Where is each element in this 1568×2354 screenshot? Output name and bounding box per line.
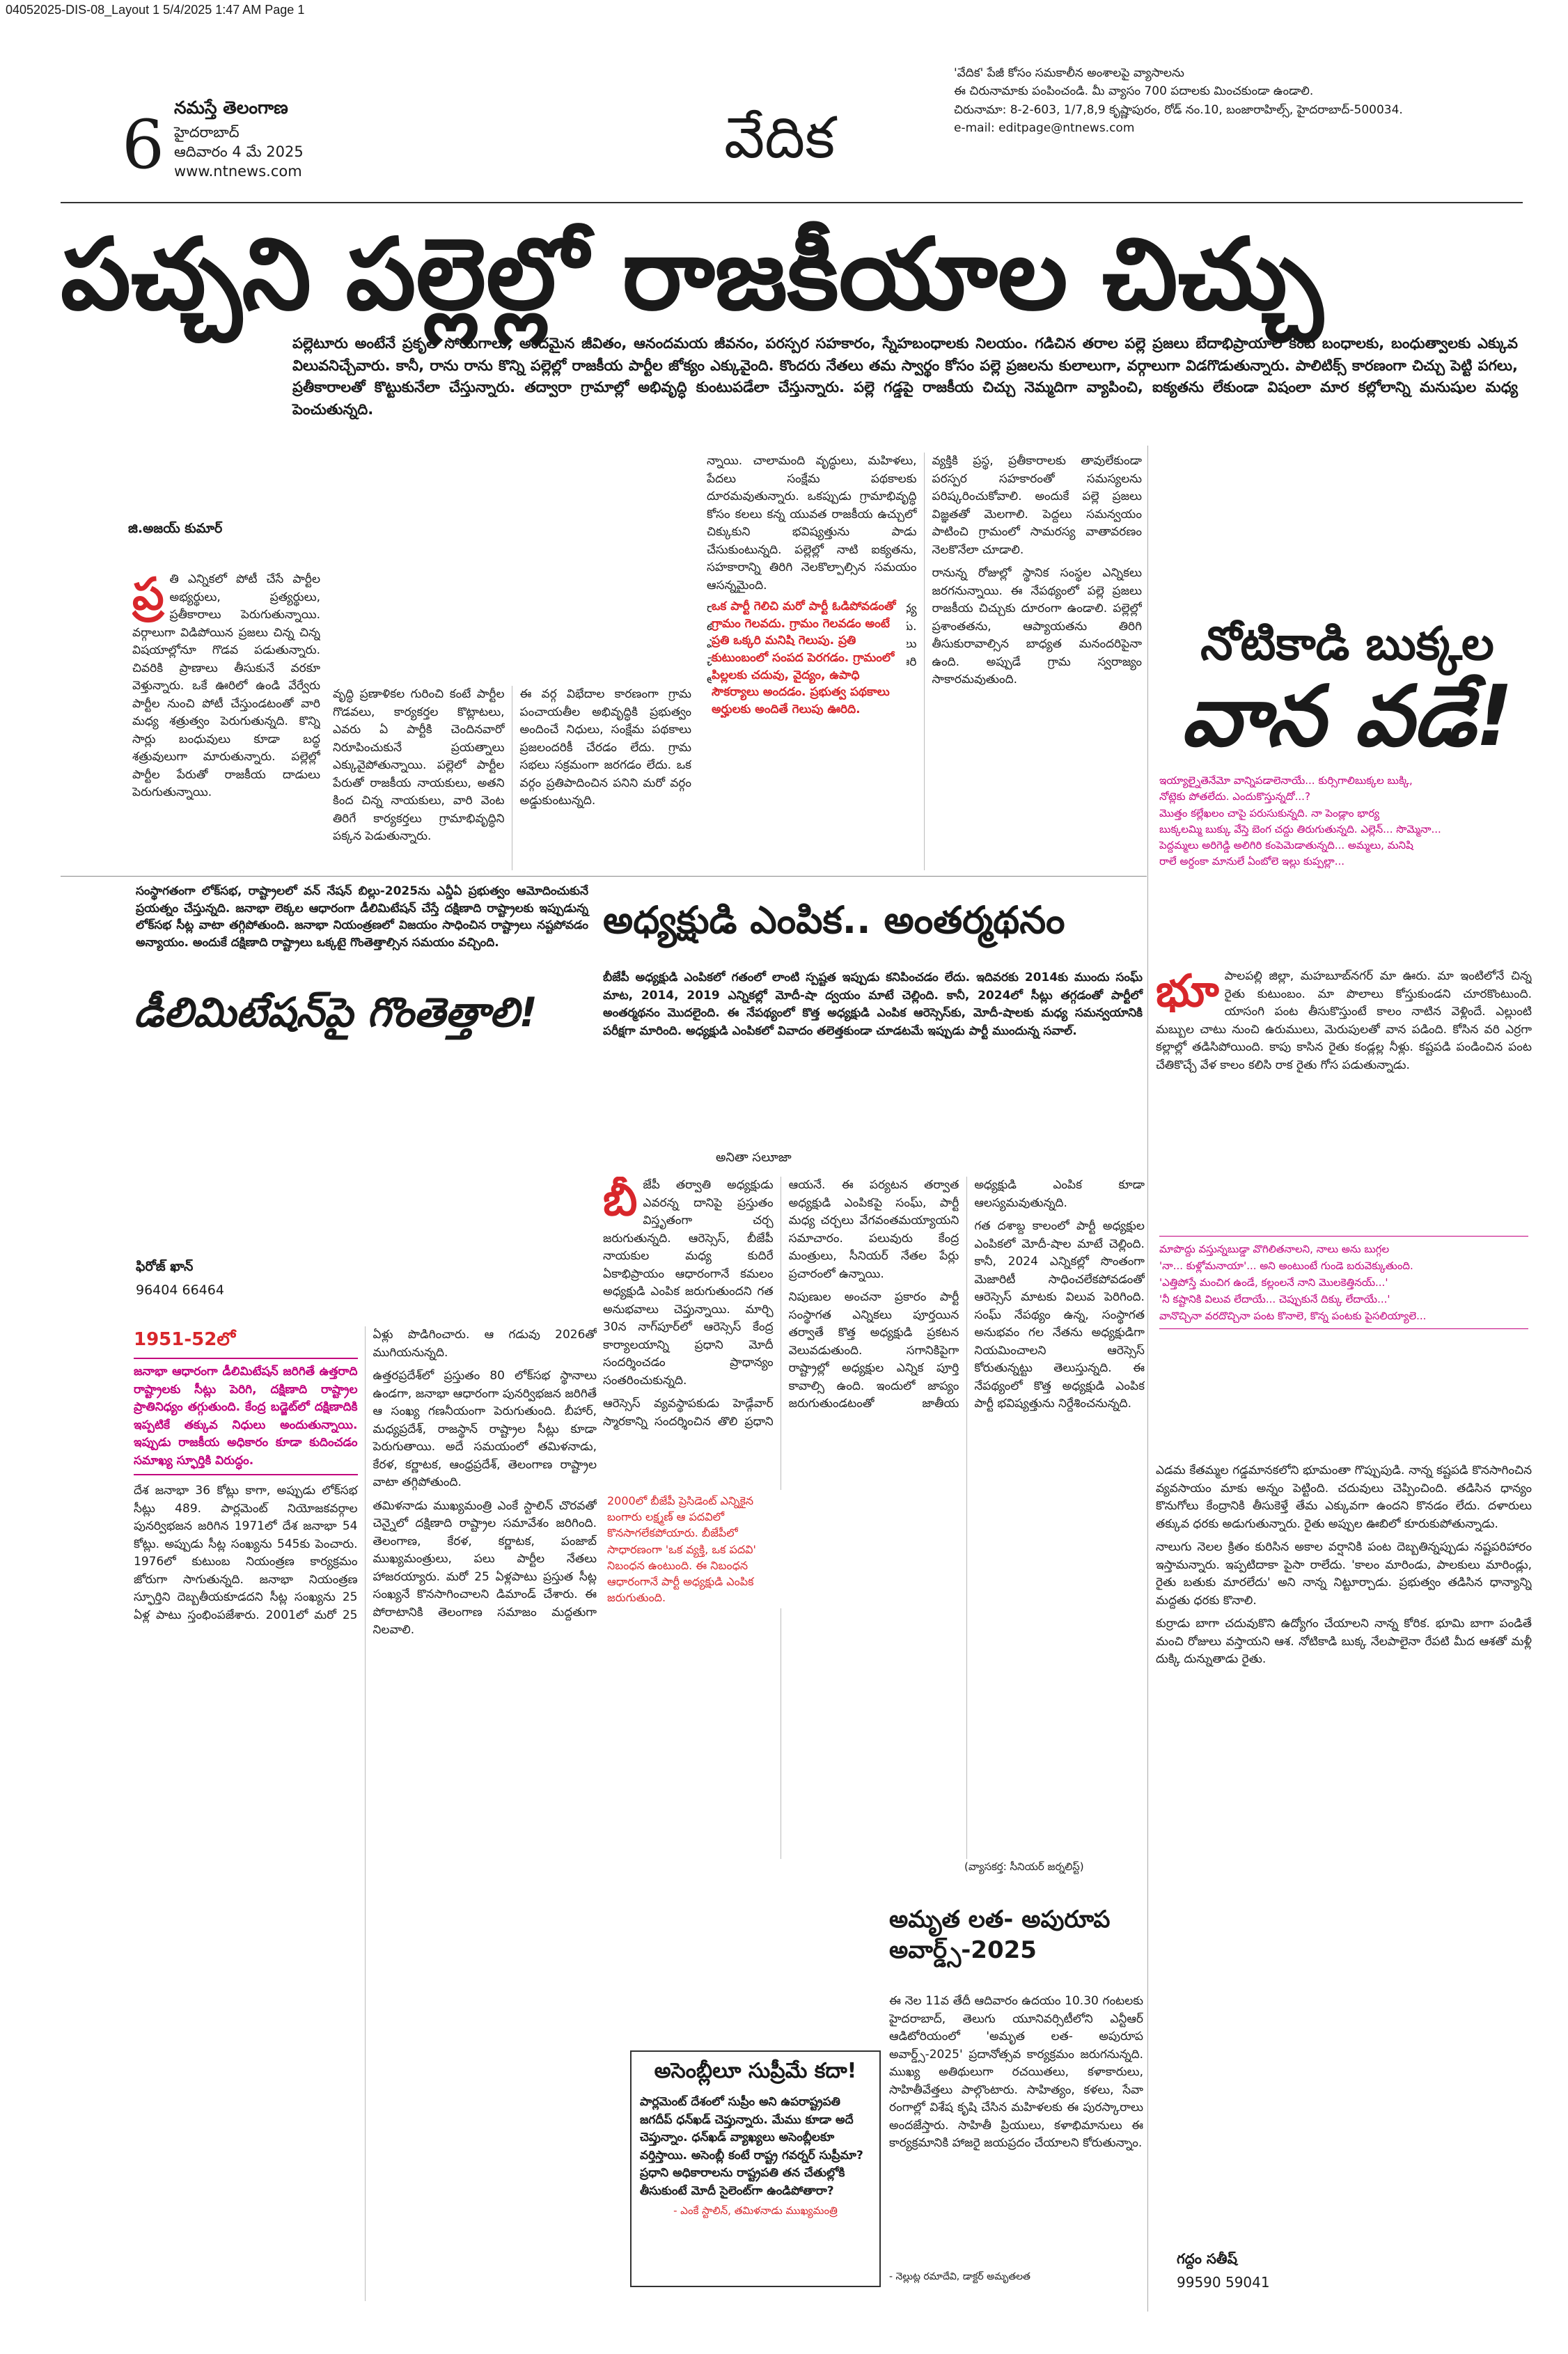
pull-quote: ఒక పార్టీ గెలిచి మరో పార్టీ ఓడిపోవడంతో గ… [712, 595, 907, 721]
rule [61, 202, 1523, 203]
article-body: భూ పాలపల్లి జిల్లా, మహబూబ్‌నగర్ మా ఊరు. … [1156, 968, 1532, 1225]
byline: గద్దం సతీష్ [1177, 2250, 1237, 2267]
paragraph: తి ఎన్నికలో పోటీ చేసే పార్టీల అభ్యర్థులు… [132, 572, 320, 799]
paragraph: ఎడమ కేతమ్మల గడ్డమానకలోని భూమంతా గొప్పుపు… [1156, 1464, 1532, 1531]
article-body: బీ జేపీ తర్వాతి అధ్యక్షుడు ఎవరన్న దానిపై… [603, 1177, 1145, 1859]
signature: - నెల్లుట్ల రమాదేవి, డాక్టర్ అమృతలత [889, 2271, 1030, 2282]
line: 'ఎత్తిపోస్తే మంచిగ ఉండే, కల్లంలనే నాని మ… [1159, 1276, 1388, 1289]
poem: ఇయ్యాల్నైతెనేమో వాన్నిపడాలెనాయే... కుర్స… [1159, 773, 1528, 870]
byline: ఫిరోజ్ ఖాన్ [136, 1259, 194, 1274]
article-body: వృద్ధి ప్రణాళికల గురించి కంటే పార్టీల గొ… [333, 686, 691, 870]
headline: డీలిమిటేషన్‌పై గొంతెత్తాలి! [134, 989, 538, 1036]
line: నోట్లెకు పోతలేదు. ఎందుకొస్తున్నదో...? [1159, 790, 1310, 803]
line: మాపొద్దు వస్తున్నబుడ్డా వొగిలితనాలని, నా… [1159, 1243, 1390, 1255]
drop-cap: బీ [603, 1177, 638, 1226]
intro: బీజేపీ అధ్యక్షుడి ఎంపికలో గతంలో లాంటి స్… [603, 971, 1143, 1038]
paragraph: ఆరెస్సెస్ వ్యవస్థాపకుడు హెడ్గేవార్ స్మార… [603, 1178, 959, 1429]
website: www.ntnews.com [174, 163, 302, 180]
paragraph: రానున్న రోజుల్లో స్థానిక సంస్థల ఎన్నికలు… [932, 566, 1143, 686]
date: ఆదివారం 4 మే 2025 [174, 143, 304, 160]
paragraph: వృద్ధి ప్రణాళికల గురించి కంటే పార్టీల గొ… [333, 687, 505, 843]
phone: 96404 66464 [136, 1282, 224, 1298]
paragraph: ఈ నెల 11వ తేదీ ఆదివారం ఉదయం 10.30 గంటలకు… [889, 1994, 1143, 2150]
contact-info: 'వేదిక' పేజీ కోసం సమకాలీన అంశాలపై వ్యాసా… [954, 64, 1532, 137]
headline: అధ్యక్షుడి ఎంపిక.. అంతర్మథనం [603, 898, 1065, 942]
paragraph: వ్యక్తికి ప్రస్థ, ప్రతీకారాలకు తావులేకుం… [932, 454, 1143, 557]
attribution: - ఎంకే స్టాలిన్, తమిళనాడు ముఖ్యమంత్రి [673, 2204, 838, 2217]
line: ఇయ్యాల్నైతెనేమో వాన్నిపడాలెనాయే... కుర్స… [1159, 774, 1413, 787]
paragraph: జేపీ తర్వాతి అధ్యక్షుడు ఎవరన్న దానిపై ప్… [603, 1178, 774, 1388]
paragraph: కుర్రాడు బాగా చదువుకొని ఉద్యోగం చేయాలని … [1156, 1617, 1532, 1666]
slug-line: 04052025-DIS-08_Layout 1 5/4/2025 1:47 A… [6, 3, 305, 17]
byline: అనితా సలూజా [716, 1150, 792, 1165]
headline-line: వాన వడే! [1181, 668, 1514, 766]
article-body: ఎడమ కేతమ్మల గడ్డమానకలోని భూమంతా గొప్పుపు… [1156, 1462, 1532, 2235]
quote-headline: అసెంబ్లీలూ సుప్రీమే కదా! [654, 2059, 857, 2083]
article-body: ఈ నెల 11వ తేదీ ఆదివారం ఉదయం 10.30 గంటలకు… [889, 1993, 1143, 2264]
paragraph: ఈ వర్గ విభేదాల కారణంగా గ్రామ పంచాయతీల అభ… [519, 687, 692, 808]
pull-quote-text: 2000లో బీజేపీ ప్రెసిడెంట్ ఎన్నికైన బంగార… [607, 1494, 756, 1605]
column-headline: నోటికాడి బుక్కల వాన వడే! [1156, 616, 1539, 763]
paragraph: నాలుగు నెలల క్రితం కురిసిన అకాల వర్షానిక… [1156, 1540, 1532, 1608]
page-number: 6 [122, 106, 165, 184]
quote-box: అసెంబ్లీలూ సుప్రీమే కదా! పార్లమెంట్ దేశం… [630, 2050, 881, 2287]
section-name: వేదిక [724, 105, 835, 171]
paragraph: నిపుణుల అంచనా ప్రకారం పార్టీ సంస్థాగత ఎన… [788, 1178, 1145, 1411]
line: ఈ చిరునామాకు పంపించండి. మీ వ్యాసం 700 పద… [954, 84, 1314, 99]
paragraph: ఉత్తరప్రదేశ్‌లో ప్రస్తుతం 80 లోక్‌సభ స్థ… [373, 1369, 597, 1489]
headline-line: నోటికాడి బుక్కల [1200, 617, 1494, 670]
headline: పచ్చని పల్లెల్లో రాజకీయాల చిచ్చు [61, 217, 1324, 332]
city: హైదరాబాద్ [174, 124, 240, 141]
highlight-box: జనాభా ఆధారంగా డీలిమిటేషన్ జరిగితే ఉత్తరా… [134, 1358, 358, 1475]
article-body: ప్ర తి ఎన్నికలో పోటీ చేసే పార్టీల అభ్యర్… [132, 571, 320, 870]
line: రాలే అర్దంకా మానులే ఏంబోలె ఇల్లు కుప్పల్… [1159, 855, 1345, 868]
line: చిరునామా: 8-2-603, 1/7,8,9 కృష్ణాపురం, ర… [954, 102, 1403, 117]
lead-in: 1951-52లో [134, 1329, 236, 1350]
quote-text: పార్లమెంట్ దేశంలో సుప్రీం అని ఉపరాష్ట్రప… [640, 2095, 863, 2198]
article-body: 1951-52లో జనాభా ఆధారంగా డీలిమిటేషన్ జరిగ… [134, 1326, 597, 2301]
column-rule [1147, 446, 1148, 2312]
paragraph: న్నాయి. చాలామంది వృద్ధులు, మహిళలు, పేదలు… [707, 454, 917, 593]
drop-cap: భూ [1156, 968, 1219, 1017]
line: 'నా... కుళ్లోమనాయా'... అని అంటుంటే గుండె… [1159, 1260, 1413, 1272]
pull-quote: 2000లో బీజేపీ ప్రెసిడెంట్ ఎన్నికైన బంగార… [607, 1490, 781, 1609]
paragraph: గత దశాబ్ద కాలంలో పార్టీ అధ్యక్షుల ఎంపికల… [974, 1219, 1145, 1411]
line: మొత్తం కల్లేఖలం చాపై పరుసుకున్నది. నా పె… [1159, 806, 1380, 819]
line: వానొచ్చినా వరదొచ్చినా పంట కొనాలె, కొన్న … [1159, 1310, 1427, 1322]
pull-quote-text: ఒక పార్టీ గెలిచి మరో పార్టీ ఓడిపోవడంతో గ… [712, 599, 896, 716]
paper-name: నమస్తే తెలంగాణ [174, 97, 288, 118]
line: బుక్కలమ్మి బుక్కు వేస్తె బెంగ చద్దు తిరు… [1159, 822, 1441, 835]
phone: 99590 59041 [1177, 2274, 1270, 2291]
poem: మాపొద్దు వస్తున్నబుడ్డా వొగిలితనాలని, నా… [1159, 1236, 1528, 1329]
line: పెద్దమ్మలు అరిగెడ్డి అలిగిరి కంపెమెడాతున… [1159, 839, 1413, 852]
paragraph: పాలపల్లి జిల్లా, మహబూబ్‌నగర్ మా ఊరు. మా … [1156, 969, 1532, 1072]
paragraph: దేశ జనాభా 36 కోట్లు కాగా, అప్పుడు లోక్‌స… [134, 1328, 597, 1622]
byline: జి.అజయ్ కుమార్ [128, 521, 223, 536]
deck: పల్లెటూరు అంటేనే ప్రకృతి సోయగాలు, అందమైన… [292, 335, 1518, 418]
headline: అమృత లత- అపురూప అవార్డ్స్-2025 [889, 1906, 1111, 1965]
line: 'వేదిక' పేజీ కోసం సమకాలీన అంశాలపై వ్యాసా… [954, 66, 1184, 80]
rule [61, 876, 1147, 877]
line: 'నీ కష్టానికి విలువ లేదాయే... చెప్పుకునే… [1159, 1293, 1390, 1305]
footnote: (వ్యాసకర్త: సీనియర్ జర్నలిస్ట్) [964, 1860, 1084, 1873]
intro: సంస్థాగతంగా లోక్‌సభ, రాష్ట్రాలలో వన్ నేష… [136, 884, 588, 950]
line: e-mail: editpage@ntnews.com [954, 121, 1135, 136]
paragraph: తమిళనాడు ముఖ్యమంత్రి ఎంకే స్టాలిన్ చొరవత… [373, 1498, 597, 1638]
drop-cap: ప్ర [132, 571, 164, 620]
